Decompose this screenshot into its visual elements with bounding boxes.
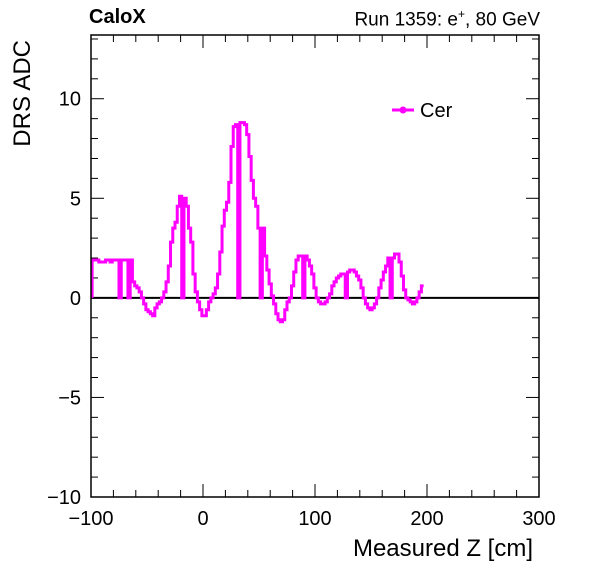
series-step-line: [90, 121, 424, 324]
header-left-label: CaloX: [89, 6, 146, 28]
tick-labels: −100 0 100 200 300 −10 −5 0 5 10: [47, 89, 556, 530]
header-run-prefix: Run 1359: e: [354, 9, 458, 31]
y-tick-label: 0: [70, 288, 81, 310]
legend-dot-marker: [399, 106, 407, 114]
legend: Cer: [392, 100, 453, 122]
plot-frame: [90, 34, 540, 498]
header-run-suffix: , 80 GeV: [465, 9, 540, 31]
x-tick-label: 100: [298, 508, 331, 530]
y-tick-label: 5: [70, 188, 81, 210]
header-run-label: Run 1359: e+, 80 GeV: [354, 7, 540, 31]
y-tick-label: −10: [47, 487, 81, 509]
y-tick-label: 10: [59, 89, 81, 111]
y-axis-label: DRS ADC: [9, 40, 36, 147]
axis-ticks: [90, 35, 540, 498]
y-tick-label: −5: [58, 387, 81, 409]
x-tick-label: 300: [522, 508, 555, 530]
x-axis-label: Measured Z [cm]: [353, 535, 533, 562]
x-tick-label: 0: [197, 508, 208, 530]
x-tick-label: −100: [68, 508, 113, 530]
x-tick-label: 200: [410, 508, 443, 530]
legend-label-cer: Cer: [420, 100, 453, 122]
header-run-charge: +: [457, 7, 465, 21]
